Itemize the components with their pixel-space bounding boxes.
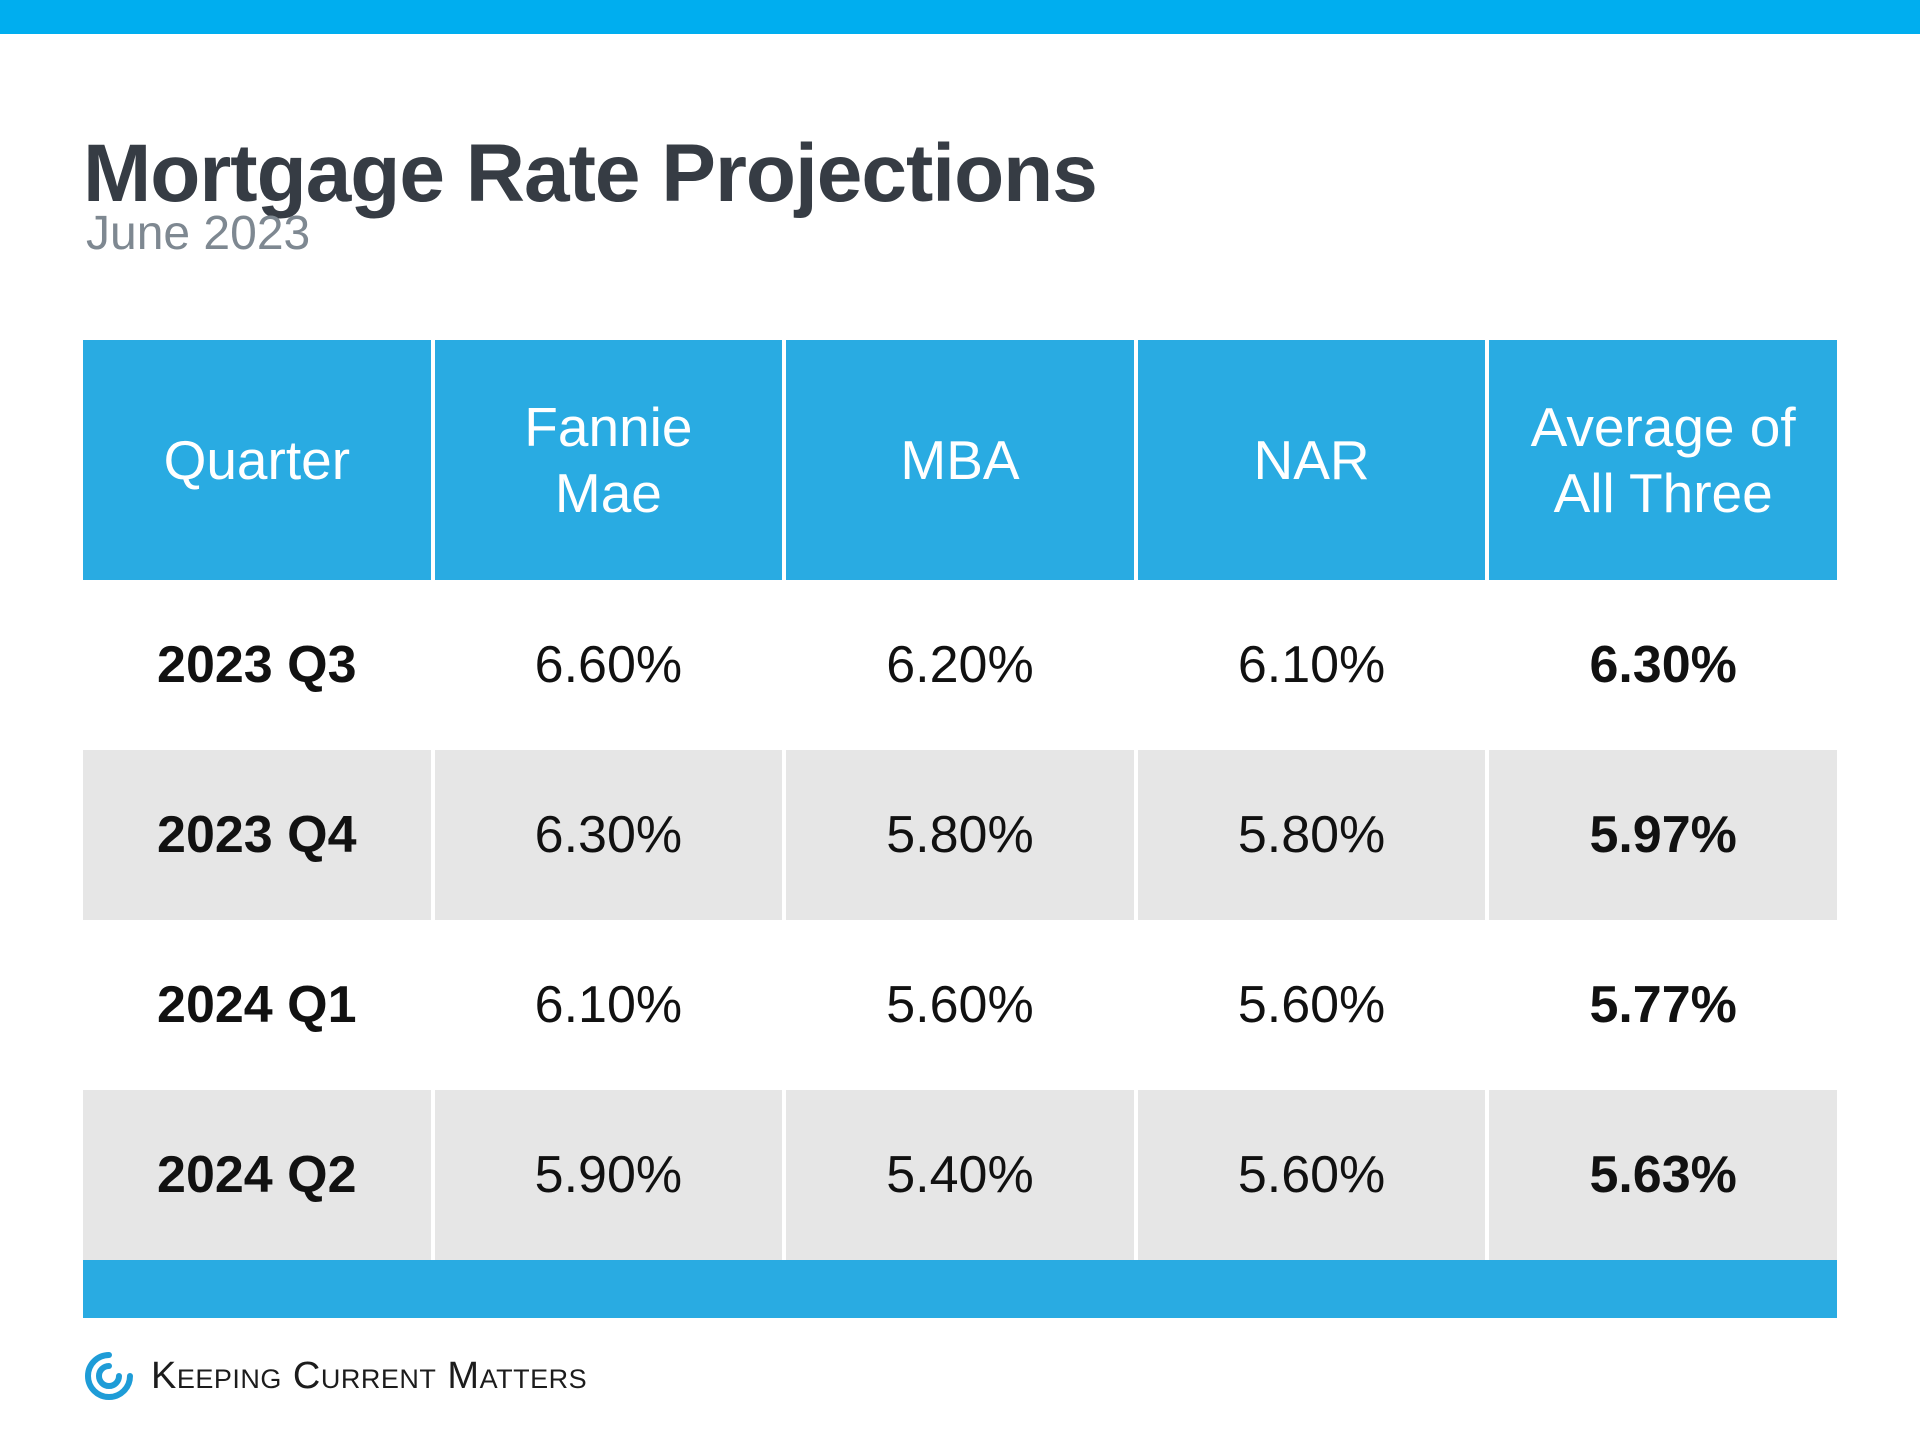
cell-mba: 5.40% [782,1090,1134,1260]
cell-quarter: 2024 Q1 [157,976,357,1034]
kcm-swirl-icon [83,1350,135,1402]
footer-brand: Keeping Current Matters [83,1350,587,1402]
cell-fannie-mae: 6.30% [430,750,783,920]
cell-nar: 5.60% [1133,1090,1486,1260]
page-subtitle: June 2023 [86,207,311,260]
cell-nar: 5.60% [1133,920,1486,1090]
cell-mba: 5.60% [782,920,1134,1090]
cell-quarter: 2024 Q2 [157,1146,357,1204]
projections-table: Quarter Fannie Mae MBA NAR Average of Al… [83,340,1837,1318]
cell-average: 5.63% [1485,1090,1837,1260]
table-row: 2023 Q4 6.30% 5.80% 5.80% 5.97% [83,750,1837,920]
table-header-row: Quarter Fannie Mae MBA NAR Average of Al… [83,340,1837,580]
table-body: 2023 Q3 6.60% 6.20% 6.10% 6.30% 2023 Q4 … [83,580,1837,1260]
table-bottom-accent-bar [83,1260,1837,1318]
cell-average: 5.97% [1485,750,1837,920]
brand-name: Keeping Current Matters [151,1354,588,1397]
cell-average: 5.77% [1485,920,1837,1090]
cell-average: 6.30% [1485,580,1837,750]
cell-quarter: 2023 Q4 [157,806,357,864]
cell-fannie-mae: 5.90% [430,1090,783,1260]
cell-mba: 5.80% [782,750,1134,920]
cell-mba: 6.20% [782,580,1134,750]
table-row: 2023 Q3 6.60% 6.20% 6.10% 6.30% [83,580,1837,750]
cell-fannie-mae: 6.10% [430,920,783,1090]
cell-fannie-mae: 6.60% [430,580,783,750]
cell-nar: 6.10% [1133,580,1486,750]
column-header-average: Average of All Three [1485,340,1837,580]
table-row: 2024 Q2 5.90% 5.40% 5.60% 5.63% [83,1090,1837,1260]
column-header-fannie-mae: Fannie Mae [430,340,783,580]
column-header-quarter: Quarter [163,429,351,491]
cell-nar: 5.80% [1133,750,1486,920]
column-header-mba: MBA [782,340,1134,580]
table-row: 2024 Q1 6.10% 5.60% 5.60% 5.77% [83,920,1837,1090]
page-title: Mortgage Rate Projections [83,127,1098,219]
column-header-nar: NAR [1133,340,1486,580]
top-accent-bar [0,0,1920,34]
cell-quarter: 2023 Q3 [157,636,357,694]
